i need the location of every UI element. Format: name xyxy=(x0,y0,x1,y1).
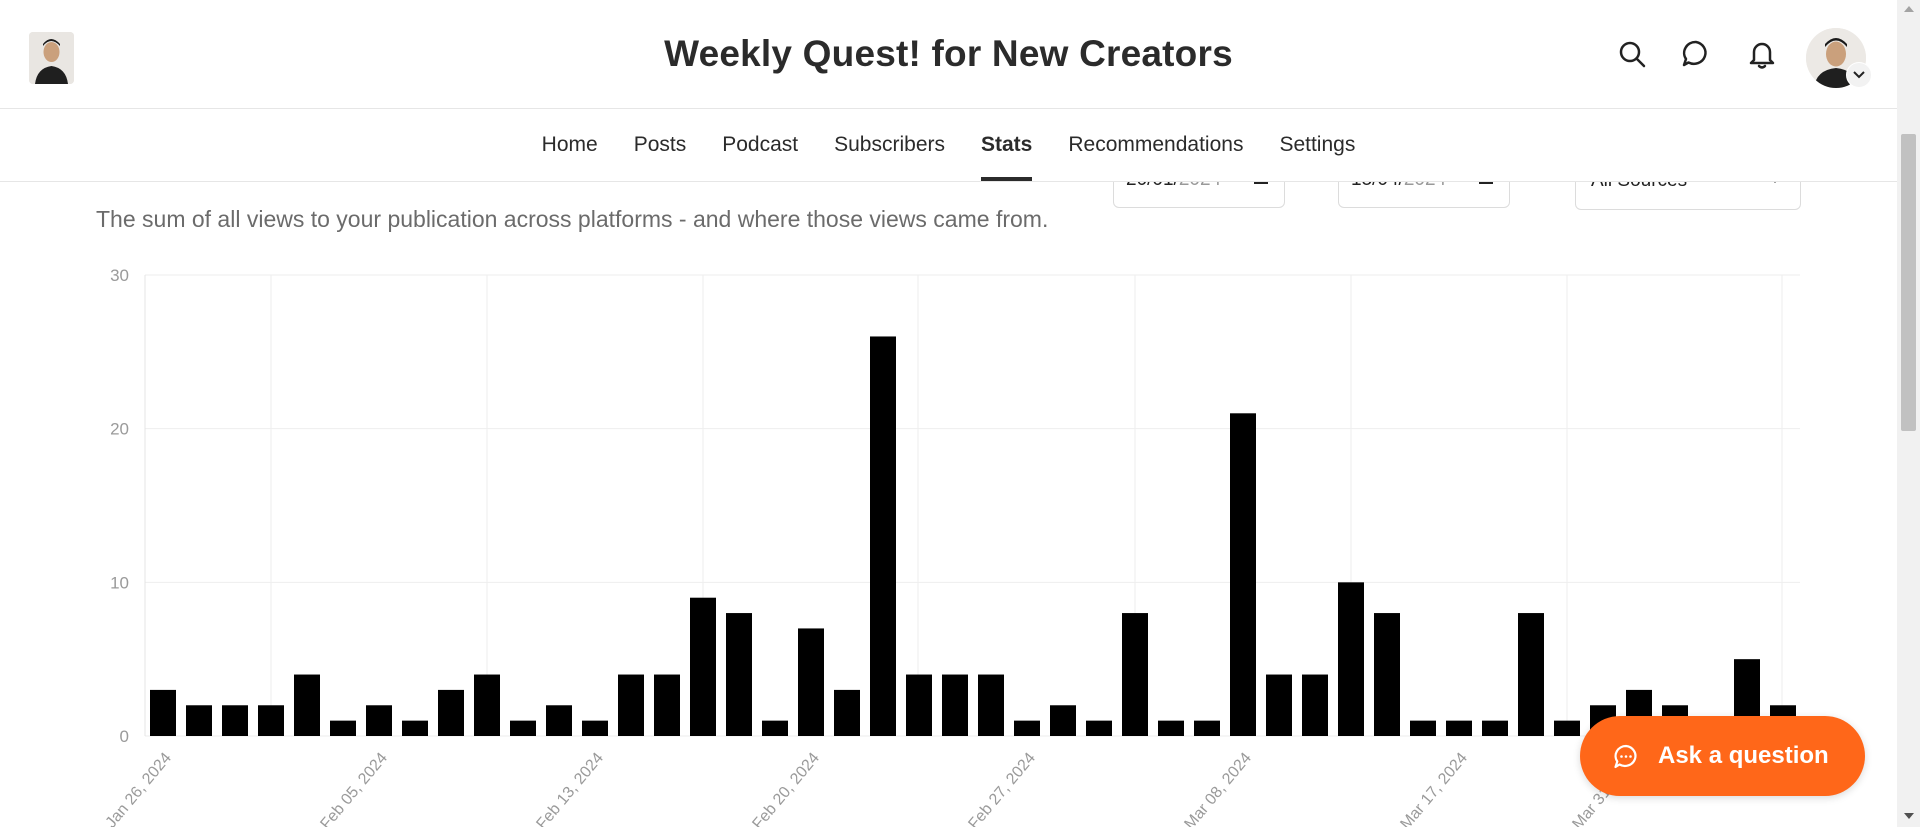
chart-bar[interactable] xyxy=(978,674,1004,736)
publication-logo[interactable] xyxy=(29,32,74,84)
chart-bar[interactable] xyxy=(1050,705,1076,736)
tab-posts[interactable]: Posts xyxy=(633,133,687,156)
chart-bar[interactable] xyxy=(762,720,788,736)
scroll-down-icon[interactable] xyxy=(1904,813,1914,819)
scroll-thumb[interactable] xyxy=(1901,134,1916,431)
chart-bar[interactable] xyxy=(1482,720,1508,736)
chart-bar[interactable] xyxy=(222,705,248,736)
chart-bar[interactable] xyxy=(870,336,896,736)
chart-bar[interactable] xyxy=(654,674,680,736)
main-nav: Home Posts Podcast Subscribers Stats Rec… xyxy=(0,109,1897,182)
x-tick-label: Feb 20, 2024 xyxy=(749,750,823,827)
x-tick-label: Feb 05, 2024 xyxy=(317,750,391,827)
ask-question-button[interactable]: Ask a question xyxy=(1580,716,1865,796)
chart-bar[interactable] xyxy=(402,720,428,736)
chat-bubble-icon xyxy=(1613,744,1639,775)
chart-bar[interactable] xyxy=(1338,582,1364,736)
chart-bar[interactable] xyxy=(150,689,176,736)
chart-bar[interactable] xyxy=(330,720,356,736)
chart-bar[interactable] xyxy=(618,674,644,736)
x-tick-label: Jan 26, 2024 xyxy=(103,750,176,827)
chart-bar[interactable] xyxy=(1122,613,1148,736)
search-icon[interactable] xyxy=(1614,36,1650,72)
ask-question-label: Ask a question xyxy=(1658,742,1829,769)
top-header: Weekly Quest! for New Creators xyxy=(0,0,1897,109)
tab-settings[interactable]: Settings xyxy=(1279,133,1356,156)
views-bar-chart: 0 10 20 30 Jan 26, 2024 Feb 05, 2024 Feb 13, 2… xyxy=(103,266,1800,827)
chart-bar[interactable] xyxy=(1554,720,1580,736)
chat-icon[interactable] xyxy=(1678,36,1714,72)
y-tick-label: 20 xyxy=(110,420,129,439)
y-tick-label: 0 xyxy=(120,727,129,746)
y-tick-label: 10 xyxy=(110,573,129,592)
chart-bar[interactable] xyxy=(438,689,464,736)
chart-bar[interactable] xyxy=(582,720,608,736)
chart-bar[interactable] xyxy=(1374,613,1400,736)
tab-recommendations[interactable]: Recommendations xyxy=(1068,133,1244,156)
chart-bar[interactable] xyxy=(798,628,824,736)
tab-podcast[interactable]: Podcast xyxy=(722,133,799,156)
chart-bar[interactable] xyxy=(258,705,284,736)
chart-bar[interactable] xyxy=(1302,674,1328,736)
x-tick-label: Feb 27, 2024 xyxy=(965,750,1039,827)
chart-bar[interactable] xyxy=(690,597,716,736)
chart-bar[interactable] xyxy=(1410,720,1436,736)
tab-stats[interactable]: Stats xyxy=(963,109,1050,181)
scroll-up-icon[interactable] xyxy=(1904,6,1914,12)
chart-bar[interactable] xyxy=(186,705,212,736)
chart-bar[interactable] xyxy=(366,705,392,736)
page-title: Weekly Quest! for New Creators xyxy=(664,33,1233,74)
chart-bar[interactable] xyxy=(726,613,752,736)
chart-bar[interactable] xyxy=(1446,720,1472,736)
tab-subscribers[interactable]: Subscribers xyxy=(834,133,945,156)
chevron-down-icon[interactable] xyxy=(1846,62,1872,88)
chart-bar[interactable] xyxy=(510,720,536,736)
chart-bar[interactable] xyxy=(942,674,968,736)
page-scrollbar[interactable] xyxy=(1897,0,1920,827)
chart-bar[interactable] xyxy=(1230,413,1256,736)
chart-bar[interactable] xyxy=(1518,613,1544,736)
chart-subtitle: The sum of all views to your publication… xyxy=(96,206,1049,232)
chart-bar[interactable] xyxy=(1266,674,1292,736)
tab-home[interactable]: Home xyxy=(541,133,598,156)
chart-bar[interactable] xyxy=(906,674,932,736)
bell-icon[interactable] xyxy=(1744,36,1780,72)
chart-bar[interactable] xyxy=(1014,720,1040,736)
chart-bar[interactable] xyxy=(1086,720,1112,736)
chart-bar[interactable] xyxy=(474,674,500,736)
chart-bar[interactable] xyxy=(546,705,572,736)
chart-bar[interactable] xyxy=(1194,720,1220,736)
chart-bar[interactable] xyxy=(294,674,320,736)
x-tick-label: Mar 17, 2024 xyxy=(1397,750,1471,827)
y-tick-label: 30 xyxy=(110,266,129,285)
chart-bar[interactable] xyxy=(1158,720,1184,736)
x-tick-label: Mar 08, 2024 xyxy=(1181,750,1255,827)
chart-bar[interactable] xyxy=(834,689,860,736)
x-tick-label: Feb 13, 2024 xyxy=(533,750,607,827)
nav-tabs: Home Posts Podcast Subscribers Stats Rec… xyxy=(0,109,1897,181)
